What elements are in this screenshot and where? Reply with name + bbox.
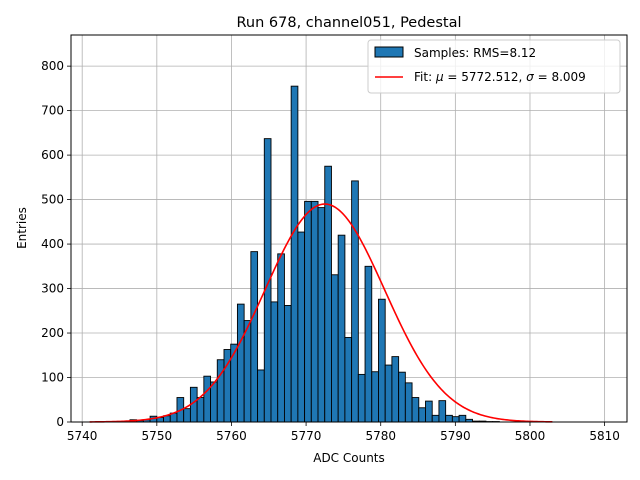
histogram-bar — [458, 414, 467, 423]
histogram-bar — [384, 364, 393, 423]
histogram-bar — [391, 356, 400, 423]
histogram-bar — [183, 408, 191, 423]
histogram-bar — [310, 200, 319, 423]
histogram-bar — [351, 180, 359, 423]
histogram-bar — [290, 85, 299, 423]
y-tick-label: 400 — [41, 237, 64, 251]
y-axis-ticks: 0 100 200 300 400 500 600 700 800 — [41, 59, 71, 429]
histogram-bar — [236, 303, 245, 423]
histogram-bar — [243, 320, 252, 423]
y-tick-label: 500 — [41, 193, 64, 207]
histogram-bar — [371, 371, 379, 423]
legend-hist-swatch — [374, 46, 404, 58]
legend-fit-label: Fit: μ = 5772.512, σ = 8.009 — [414, 70, 586, 84]
histogram-bar — [250, 251, 259, 423]
x-axis-ticks: 5740 5750 5760 5770 5780 5790 5800 5810 — [67, 422, 620, 443]
x-tick-label: 5770 — [291, 429, 322, 443]
histogram-bar — [337, 234, 346, 423]
x-tick-label: 5740 — [67, 429, 98, 443]
y-tick-label: 600 — [41, 148, 64, 162]
histogram-bar — [196, 397, 205, 423]
histogram-bar — [425, 400, 433, 423]
legend-fit-mu-value: = 5772.512, — [444, 70, 527, 84]
y-tick-label: 300 — [41, 282, 64, 296]
legend-fit-prefix: Fit: — [414, 70, 436, 84]
histogram-bar — [431, 414, 440, 423]
histogram-bar — [216, 359, 225, 423]
histogram-bar — [277, 253, 285, 423]
legend-fit-sigma-symbol: σ — [526, 70, 534, 84]
y-axis-label: Entries — [15, 207, 29, 249]
y-tick-label: 800 — [41, 59, 64, 73]
histogram-bar — [344, 337, 353, 423]
legend: Samples: RMS=8.12 Fit: μ = 5772.512, σ =… — [367, 39, 621, 94]
y-tick-label: 200 — [41, 326, 64, 340]
legend-fit-sigma-value: = 8.009 — [534, 70, 586, 84]
histogram-bar — [297, 231, 306, 423]
grid-lines — [71, 35, 627, 423]
histogram-bar — [257, 369, 265, 423]
histogram-bar — [451, 416, 460, 423]
x-tick-label: 5760 — [216, 429, 247, 443]
legend-box — [367, 39, 621, 94]
histogram-bar — [331, 274, 339, 423]
histogram-bar — [411, 397, 420, 423]
chart-title: Run 678, channel051, Pedestal — [236, 15, 461, 31]
y-tick-label: 700 — [41, 104, 64, 118]
histogram-bar — [364, 265, 373, 423]
histogram-bar — [404, 382, 413, 423]
y-tick-label: 100 — [41, 371, 64, 385]
histogram-bar — [283, 305, 292, 423]
y-tick-label: 0 — [56, 415, 64, 429]
legend-fit-mu-symbol: μ — [435, 70, 444, 84]
histogram-bar — [203, 375, 212, 423]
x-axis-label: ADC Counts — [313, 451, 385, 465]
histogram-bar — [317, 207, 326, 423]
histogram-bar — [210, 381, 218, 423]
histogram-bar — [398, 371, 406, 423]
histogram-bar — [304, 200, 312, 423]
x-tick-label: 5790 — [440, 429, 471, 443]
x-tick-label: 5800 — [515, 429, 546, 443]
histogram-bars — [129, 85, 500, 423]
x-tick-label: 5750 — [142, 429, 173, 443]
legend-hist-label: Samples: RMS=8.12 — [414, 46, 536, 60]
histogram-bar — [418, 407, 426, 423]
histogram-bar — [438, 400, 447, 423]
histogram-bar — [270, 301, 279, 423]
histogram-bar — [378, 298, 386, 423]
x-tick-label: 5780 — [365, 429, 396, 443]
fit-curve — [89, 203, 553, 423]
plot-frame — [70, 34, 628, 423]
histogram-bar — [357, 373, 366, 423]
x-tick-label: 5810 — [589, 429, 620, 443]
histogram-bar — [445, 414, 453, 423]
